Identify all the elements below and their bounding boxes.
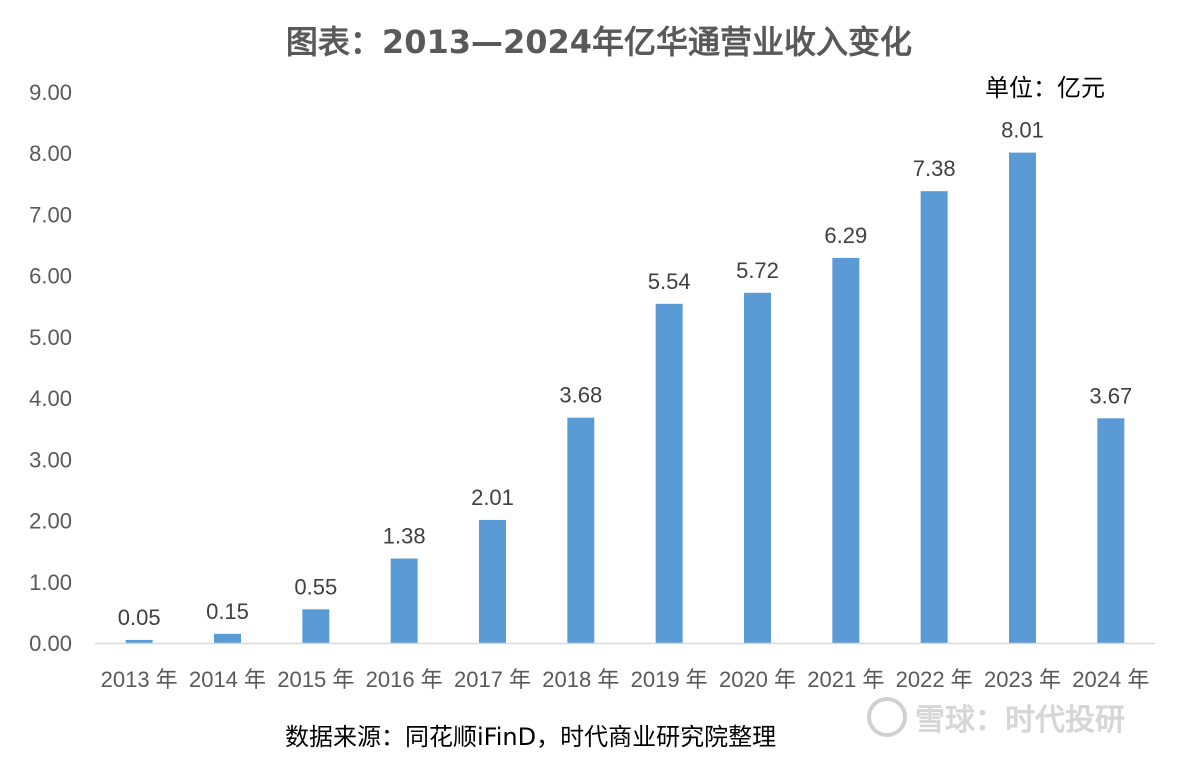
bar: [832, 257, 860, 643]
bar: [214, 633, 241, 643]
data-label: 7.38: [913, 156, 956, 181]
bar: [390, 558, 418, 643]
x-tick-label: 2013 年: [101, 667, 178, 692]
snowball-logo-icon: [867, 697, 907, 737]
data-label: 2.01: [471, 485, 514, 510]
x-tick-label: 2024 年: [1072, 667, 1149, 692]
y-axis-ticks: 0.00 1.00 2.00 3.00 4.00 5.00 6.00 7.00 8.00 9.00: [29, 80, 72, 656]
x-tick-label: 2022 年: [896, 667, 973, 692]
data-label: 5.72: [736, 258, 779, 283]
bar: [1009, 152, 1036, 644]
x-tick-label: 2014 年: [189, 667, 266, 692]
y-tick-label: 5.00: [29, 325, 72, 350]
bar: [1097, 418, 1125, 643]
data-label: 1.38: [383, 524, 426, 549]
bars-group: [125, 152, 1125, 644]
chart-title: 图表：2013—2024年亿华通营业收入变化: [286, 23, 912, 61]
y-tick-label: 2.00: [29, 509, 72, 534]
data-label: 0.15: [206, 599, 249, 624]
y-tick-label: 8.00: [29, 141, 72, 166]
data-label: 8.01: [1001, 118, 1044, 143]
x-tick-label: 2016 年: [366, 667, 443, 692]
y-tick-label: 4.00: [29, 386, 72, 411]
bar: [655, 303, 683, 643]
x-axis-ticks: 2013 年 2014 年 2015 年 2016 年 2017 年 2018 年 2019…: [101, 667, 1150, 692]
x-tick-label: 2023 年: [984, 667, 1061, 692]
bar: [567, 417, 595, 643]
data-label: 0.05: [118, 605, 161, 630]
data-label: 3.67: [1089, 383, 1132, 408]
unit-label: 单位：亿元: [985, 74, 1105, 102]
y-tick-label: 7.00: [29, 202, 72, 227]
x-tick-label: 2020 年: [719, 667, 796, 692]
y-tick-label: 1.00: [29, 570, 72, 595]
x-tick-label: 2019 年: [631, 667, 708, 692]
y-tick-label: 3.00: [29, 447, 72, 472]
data-label: 6.29: [824, 223, 867, 248]
watermark: 雪球：时代投研: [867, 697, 1125, 738]
bar: [479, 519, 506, 643]
x-tick-label: 2021 年: [807, 667, 884, 692]
bar: [302, 609, 330, 643]
y-tick-label: 6.00: [29, 264, 72, 289]
watermark-text: 雪球：时代投研: [915, 703, 1125, 738]
data-label: 5.54: [648, 269, 691, 294]
x-tick-label: 2015 年: [277, 667, 354, 692]
bar: [920, 191, 948, 643]
y-tick-label: 9.00: [29, 80, 72, 105]
bar: [125, 639, 153, 643]
data-label: 3.68: [559, 383, 602, 408]
x-tick-label: 2018 年: [542, 667, 619, 692]
data-labels-group: 0.05 0.15 0.55 1.38 2.01 3.68 5.54 5.72 6.29 7.38…: [118, 118, 1132, 630]
data-label: 0.55: [294, 574, 337, 599]
x-tick-label: 2017 年: [454, 667, 531, 692]
y-tick-label: 0.00: [29, 631, 72, 656]
bar: [744, 292, 771, 643]
source-note: 数据来源：同花顺iFinD，时代商业研究院整理: [285, 723, 776, 751]
